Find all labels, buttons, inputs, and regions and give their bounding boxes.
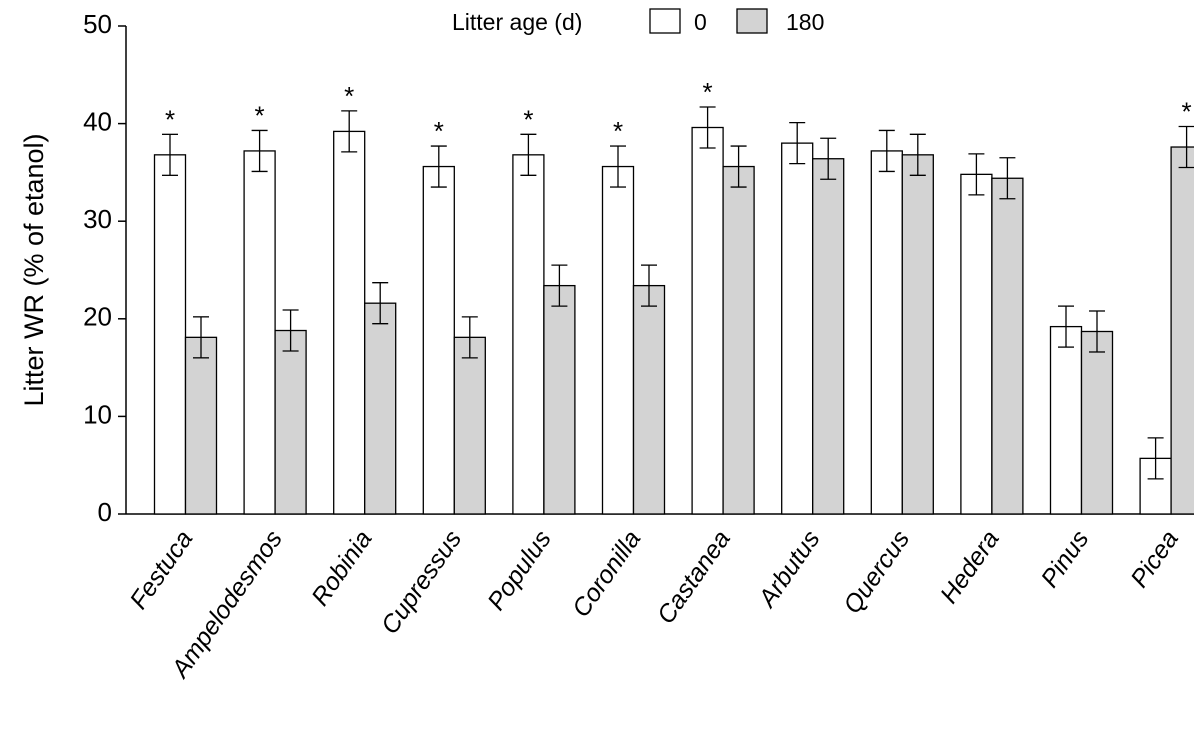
y-axis-label: Litter WR (% of etanol) xyxy=(19,133,49,406)
bar-arbutus-0 xyxy=(781,142,814,515)
bar-ampelodesmos-180 xyxy=(274,329,307,515)
legend-label-0: 0 xyxy=(694,9,707,35)
x-tick-label-festuca: Festuca xyxy=(124,525,198,614)
bar-hedera-180 xyxy=(991,177,1024,515)
legend-swatch-180 xyxy=(736,8,768,34)
bar-cupressus-0 xyxy=(422,165,455,515)
y-tick-label-20: 20 xyxy=(83,302,112,332)
bar-arbutus-180 xyxy=(812,158,845,515)
significance-marker-coronilla: * xyxy=(613,116,623,146)
significance-marker-castanea: * xyxy=(703,77,713,107)
x-tick-label-hedera: Hedera xyxy=(935,525,1005,608)
y-tick-label-50: 50 xyxy=(83,9,112,39)
y-tick-label-10: 10 xyxy=(83,399,112,429)
x-tick-label-castanea: Castanea xyxy=(652,525,736,629)
significance-marker-populus: * xyxy=(523,104,533,134)
legend-title: Litter age (d) xyxy=(452,9,582,35)
significance-marker-picea: * xyxy=(1182,97,1192,127)
significance-marker-cupressus: * xyxy=(434,116,444,146)
bar-festuca-180 xyxy=(184,336,218,515)
bar-coronilla-180 xyxy=(632,284,666,515)
bar-castanea-0 xyxy=(691,126,724,515)
legend-swatch-0 xyxy=(649,8,681,34)
x-tick-label-coronilla: Coronilla xyxy=(567,525,647,622)
x-tick-label-arbutus: Arbutus xyxy=(752,525,826,613)
bar-hedera-0 xyxy=(960,173,993,515)
legend-label-180: 180 xyxy=(786,9,824,35)
bars: * * * * * * * * xyxy=(153,77,1194,515)
bar-castanea-180 xyxy=(722,165,755,515)
bar-robinia-180 xyxy=(364,302,397,515)
legend: Litter age (d) 0 180 xyxy=(452,8,824,35)
x-tick-label-quercus: Quercus xyxy=(838,525,915,618)
bar-robinia-0 xyxy=(333,130,366,515)
y-tick-label-30: 30 xyxy=(83,204,112,234)
bar-populus-180 xyxy=(543,284,576,515)
x-tick-label-populus: Populus xyxy=(482,525,557,615)
bar-pinus-0 xyxy=(1049,325,1083,515)
y-tick-label-0: 0 xyxy=(98,497,112,527)
significance-marker-ampelodesmos: * xyxy=(255,100,265,130)
bar-picea-180 xyxy=(1170,146,1194,515)
bar-populus-0 xyxy=(512,154,545,515)
bar-ampelodesmos-0 xyxy=(243,150,276,515)
x-tick-label-picea: Picea xyxy=(1125,525,1184,592)
bar-festuca-0 xyxy=(153,154,187,515)
x-tick-label-pinus: Pinus xyxy=(1036,525,1095,592)
x-tick-label-cupressus: Cupressus xyxy=(376,525,467,639)
bar-quercus-180 xyxy=(901,154,934,515)
bar-quercus-0 xyxy=(870,150,903,515)
y-tick-label-40: 40 xyxy=(83,106,112,136)
y-ticks: 0 10 20 30 40 50 xyxy=(83,9,126,527)
bar-coronilla-0 xyxy=(601,165,635,515)
x-tick-label-robinia: Robinia xyxy=(306,525,378,611)
significance-marker-robinia: * xyxy=(344,81,354,111)
bar-pinus-180 xyxy=(1080,330,1114,515)
bar-cupressus-180 xyxy=(453,336,486,515)
significance-marker-festuca: * xyxy=(165,104,175,134)
